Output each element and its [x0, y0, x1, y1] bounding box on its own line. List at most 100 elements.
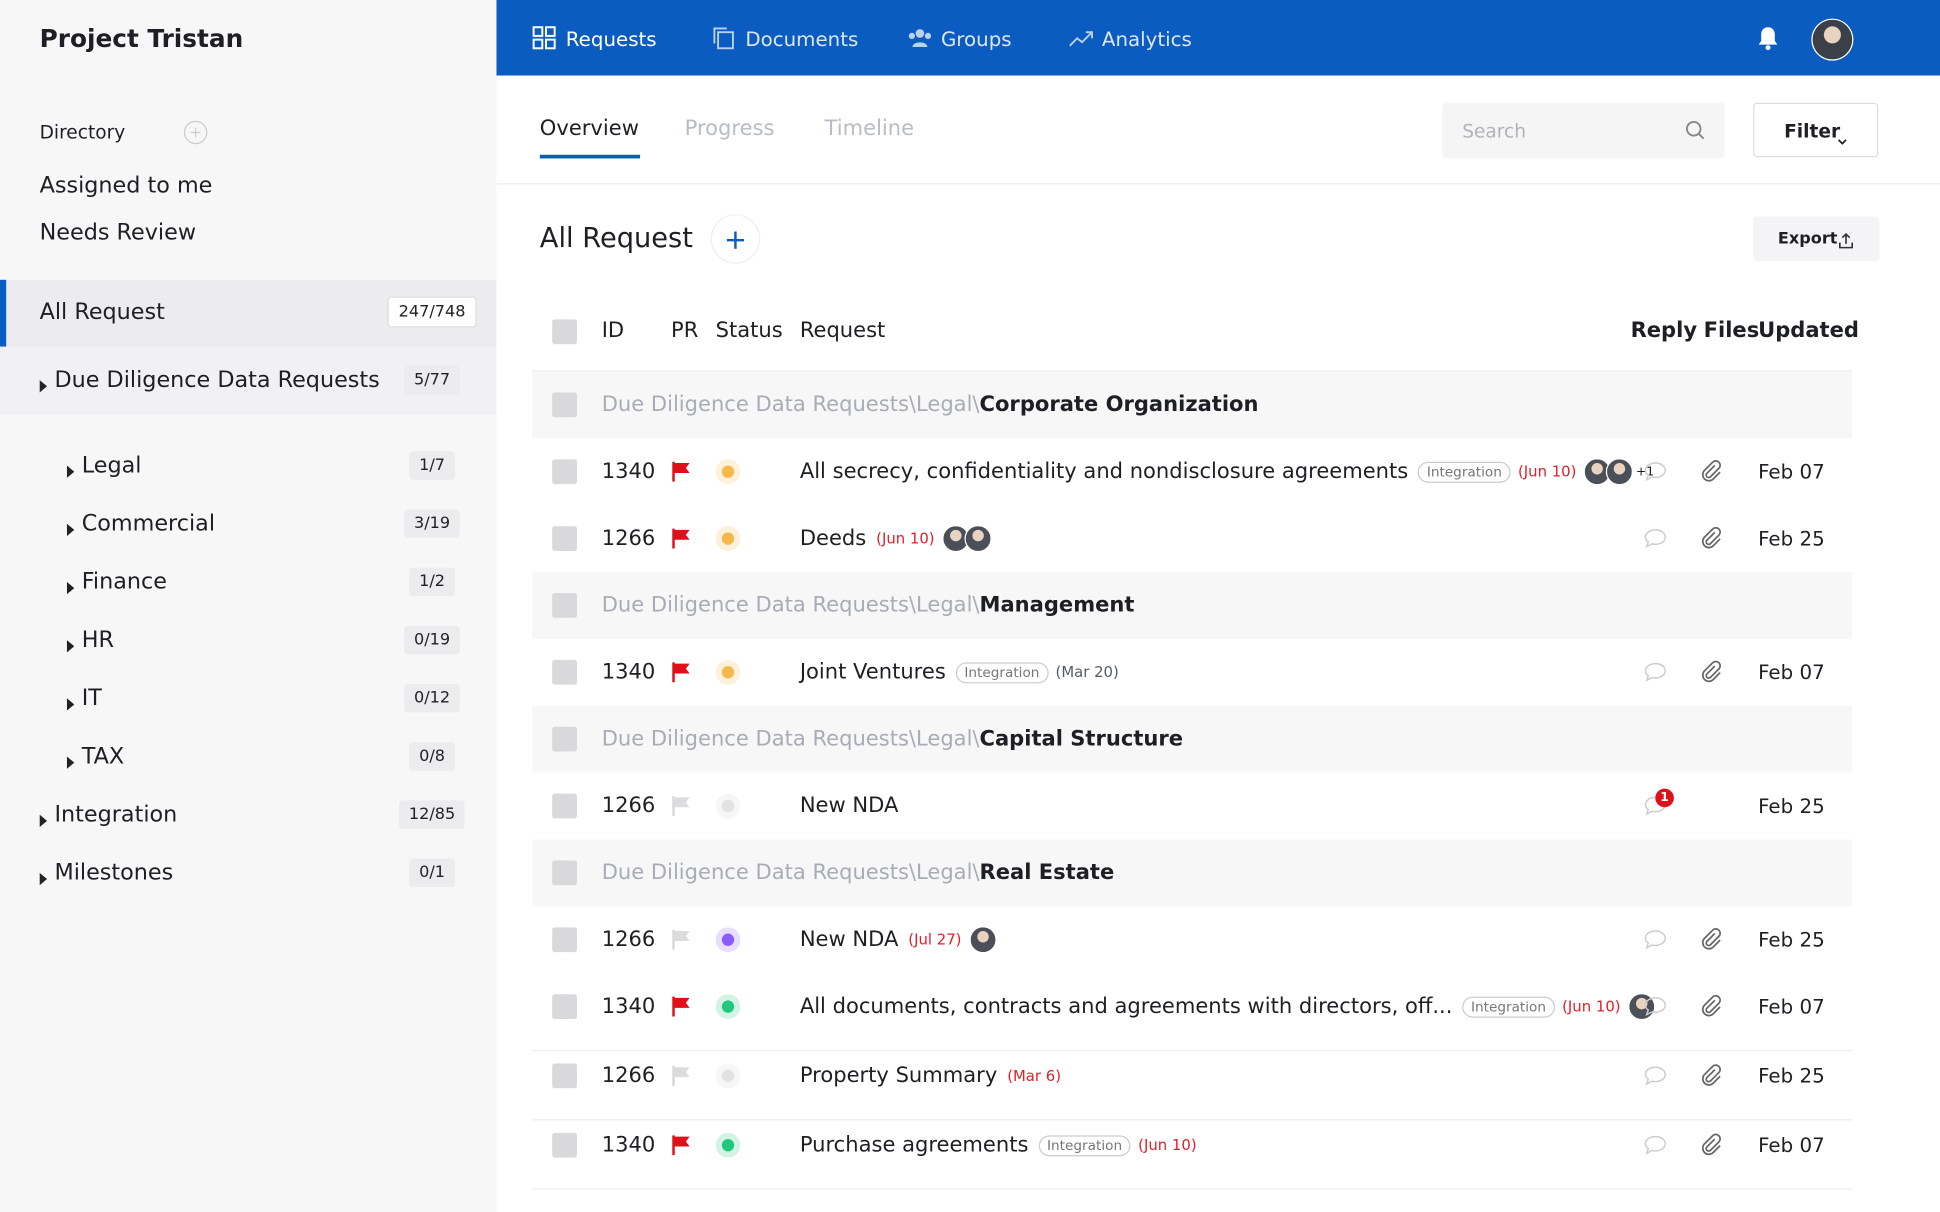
project-title: Project Tristan	[39, 23, 244, 54]
header-rule	[496, 183, 1940, 185]
group-title[interactable]: Due Diligence Data Requests\Legal\Corpor…	[602, 392, 1259, 417]
priority-flag[interactable]	[671, 929, 693, 951]
nav-item[interactable]: Requests	[532, 26, 657, 51]
add-request[interactable]	[710, 214, 761, 264]
user-avatar[interactable]	[1811, 18, 1854, 61]
priority-flag[interactable]	[671, 1065, 693, 1087]
priority-flag[interactable]	[671, 795, 693, 817]
request-cell[interactable]: Joint Ventures Integration (Mar 20)	[800, 660, 1119, 685]
tree-label[interactable]: Integration	[54, 801, 178, 828]
group-check[interactable]	[552, 860, 577, 886]
expand-arrow[interactable]	[66, 459, 75, 478]
tree-label[interactable]: Legal	[81, 452, 142, 479]
status-dot	[715, 1063, 741, 1089]
group-check[interactable]	[552, 593, 577, 618]
status-dot	[715, 793, 741, 819]
tab[interactable]: Overview	[539, 116, 639, 142]
sidebar-link[interactable]: Assigned to me	[39, 172, 213, 199]
avatar	[1606, 458, 1634, 486]
row-check[interactable]	[552, 459, 577, 485]
attachment-icon[interactable]	[1699, 1062, 1724, 1089]
reply-icon[interactable]	[1643, 994, 1668, 1019]
tree-label[interactable]: TAX	[81, 743, 125, 770]
group-title[interactable]: Due Diligence Data Requests\Legal\Manage…	[602, 593, 1135, 618]
reply-icon[interactable]	[1643, 1133, 1668, 1158]
tree-label[interactable]: Commercial	[81, 510, 216, 537]
priority-flag[interactable]	[671, 1134, 693, 1156]
row-check[interactable]	[552, 793, 577, 819]
bell-icon[interactable]	[1757, 26, 1779, 51]
reply-icon[interactable]	[1643, 526, 1668, 551]
group-title[interactable]: Due Diligence Data Requests\Legal\Real E…	[602, 860, 1115, 885]
row-check[interactable]	[552, 994, 577, 1019]
tree-label[interactable]: Due Diligence Data Requests	[54, 367, 380, 394]
nav-item[interactable]: Groups	[908, 26, 1012, 51]
row-check[interactable]	[552, 659, 577, 685]
search-icon[interactable]	[1685, 120, 1705, 140]
group-row	[532, 572, 1853, 639]
tab[interactable]: Progress	[684, 116, 775, 142]
priority-flag[interactable]	[671, 995, 693, 1017]
tree-label[interactable]: HR	[81, 627, 114, 654]
nav-item[interactable]: Analytics	[1068, 26, 1192, 51]
tree-label[interactable]: Milestones	[54, 859, 174, 886]
reply-icon[interactable]	[1643, 927, 1668, 952]
row-check[interactable]	[552, 1132, 577, 1158]
request-cell[interactable]: Purchase agreements Integration (Jun 10)	[800, 1133, 1197, 1158]
search-box[interactable]	[1442, 102, 1725, 159]
priority-flag[interactable]	[671, 661, 693, 683]
filter-button[interactable]	[1753, 102, 1879, 158]
group-path: Due Diligence Data Requests\Legal\	[601, 860, 980, 886]
attachment-icon[interactable]	[1699, 993, 1724, 1020]
nav-item[interactable]: Documents	[712, 26, 858, 51]
tree-label[interactable]: IT	[81, 685, 102, 712]
request-cell[interactable]: All secrecy, confidentiality and nondisc…	[800, 458, 1654, 486]
request-cell[interactable]: New NDA (Jul 27)	[800, 926, 997, 954]
add-directory[interactable]	[183, 120, 208, 145]
tree-count: 0/12	[404, 684, 461, 713]
reply-icon[interactable]	[1643, 459, 1668, 484]
request-cell[interactable]: All documents, contracts and agreements …	[799, 992, 1656, 1021]
tab[interactable]: Timeline	[824, 116, 915, 142]
request-cell[interactable]: Deeds (Jun 10)	[800, 524, 992, 553]
expand-arrow[interactable]	[66, 518, 75, 537]
request-title: All documents, contracts and agreements …	[799, 994, 1453, 1019]
row-check[interactable]	[552, 927, 577, 953]
row-check[interactable]	[552, 1063, 577, 1089]
request-tag: Integration	[1418, 461, 1511, 483]
attachment-icon[interactable]	[1699, 1132, 1724, 1159]
expand-arrow[interactable]	[66, 576, 75, 595]
priority-flag[interactable]	[671, 461, 693, 483]
reply-icon[interactable]	[1643, 1064, 1668, 1089]
expand-arrow[interactable]	[66, 634, 75, 653]
expand-arrow[interactable]	[39, 808, 48, 828]
tree-count: 0/8	[409, 742, 455, 771]
request-title: Property Summary	[799, 1063, 998, 1089]
attachment-icon[interactable]	[1699, 926, 1724, 953]
group-check[interactable]	[552, 726, 577, 752]
reply-icon[interactable]	[1643, 660, 1668, 685]
top-bar	[496, 0, 1940, 76]
header-check[interactable]	[552, 319, 577, 345]
group-title[interactable]: Due Diligence Data Requests\Legal\Capita…	[602, 727, 1183, 752]
group-row	[532, 705, 1853, 773]
expand-arrow[interactable]	[66, 692, 75, 711]
attachment-icon[interactable]	[1699, 458, 1724, 485]
group-check[interactable]	[552, 392, 577, 418]
status-dot	[715, 526, 741, 551]
row-check[interactable]	[552, 526, 577, 551]
request-cell[interactable]: Property Summary (Mar 6)	[800, 1064, 1061, 1089]
sidebar-link[interactable]: Needs Review	[39, 219, 197, 246]
expand-arrow[interactable]	[39, 374, 48, 393]
priority-flag[interactable]	[671, 527, 693, 549]
column-header: Request	[799, 318, 886, 343]
expand-arrow[interactable]	[66, 750, 75, 769]
tree-label[interactable]: Finance	[81, 568, 167, 595]
attachment-icon[interactable]	[1699, 659, 1724, 686]
export-button[interactable]	[1753, 216, 1880, 262]
avatar	[964, 524, 992, 553]
expand-arrow[interactable]	[39, 867, 48, 886]
attachment-icon[interactable]	[1699, 525, 1724, 552]
request-cell[interactable]: New NDA	[800, 794, 901, 819]
tree-label[interactable]: All Request	[39, 299, 165, 326]
